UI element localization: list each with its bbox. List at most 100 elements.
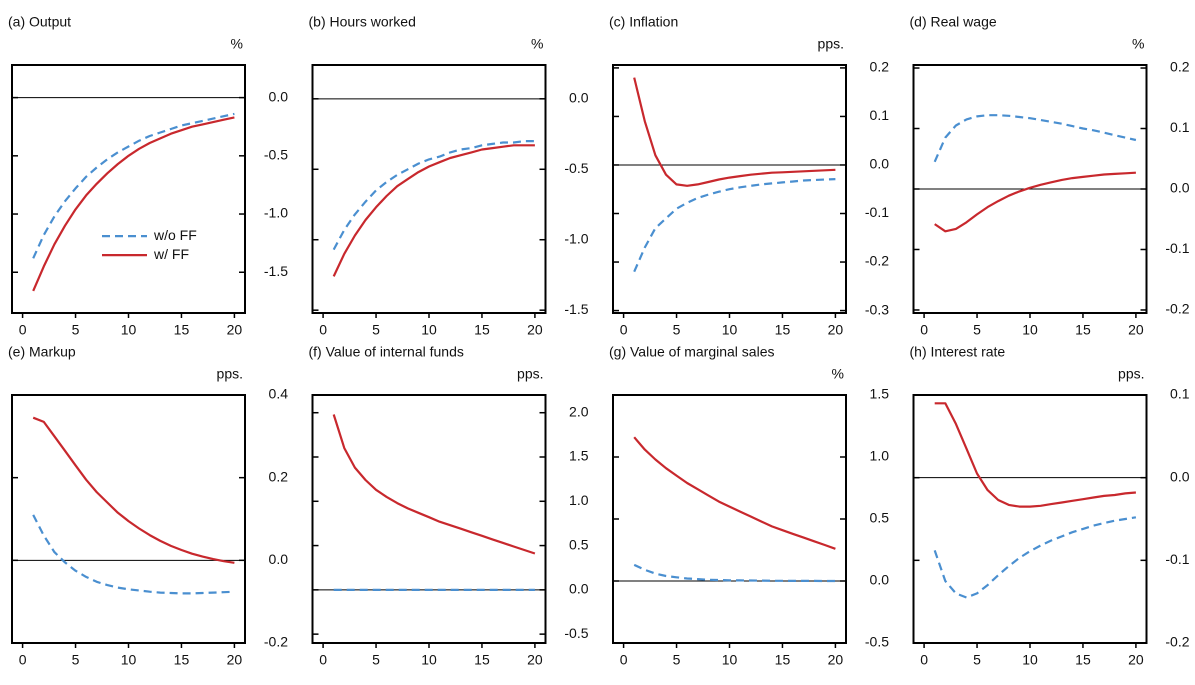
y-tick-label: -0.2: [264, 634, 288, 650]
y-tick-label: 0.1: [1170, 386, 1190, 402]
x-tick-label: 15: [775, 652, 791, 668]
y-tick-label: 0.2: [870, 59, 890, 75]
x-tick-label: 20: [227, 652, 243, 668]
x-tick-label: 5: [973, 322, 981, 338]
y-tick-label: 0.0: [1170, 468, 1190, 484]
series-line: [633, 563, 836, 583]
x-tick-label: 5: [372, 652, 380, 668]
y-tick-label: 0.2: [269, 468, 289, 484]
y-tick-label: -1.5: [564, 301, 588, 317]
x-tick-label: 5: [673, 322, 681, 338]
panel-title: (e) Markup: [8, 344, 76, 360]
x-tick-label: 20: [828, 652, 844, 668]
unit-label: %: [832, 366, 844, 382]
x-tick-label: 15: [1075, 322, 1091, 338]
x-tick-label: 0: [19, 652, 27, 668]
y-tick-label: 0.0: [269, 88, 289, 104]
x-tick-label: 0: [620, 322, 628, 338]
series-line: [32, 112, 235, 259]
plot-frame: [912, 394, 1148, 644]
y-tick-label: 0.1: [1170, 119, 1190, 135]
x-tick-label: 20: [828, 322, 844, 338]
x-tick-label: 5: [72, 322, 80, 338]
series-line: [332, 144, 535, 277]
y-tick-label: 0.0: [269, 551, 289, 567]
y-tick-label: 0.0: [569, 581, 589, 597]
plot-frame: [311, 394, 547, 644]
panel-title: (a) Output: [8, 14, 71, 30]
x-tick-label: 15: [474, 652, 490, 668]
plot-frame: [612, 64, 847, 314]
y-tick-label: -0.1: [1165, 551, 1189, 567]
y-tick-label: 1.0: [569, 492, 589, 508]
y-tick-label: 0.0: [1170, 180, 1190, 196]
y-tick-label: 2.0: [569, 403, 589, 419]
y-tick-label: 1.0: [870, 448, 890, 464]
y-tick-label: 1.5: [870, 386, 890, 402]
x-tick-label: 5: [673, 652, 681, 668]
x-tick-label: 10: [722, 322, 738, 338]
x-tick-label: 5: [973, 652, 981, 668]
x-tick-label: 10: [722, 652, 738, 668]
panel-title: (g) Value of marginal sales: [609, 344, 774, 360]
x-tick-label: 20: [1128, 652, 1144, 668]
x-tick-label: 15: [174, 652, 190, 668]
x-tick-label: 10: [121, 652, 137, 668]
series-line: [32, 416, 235, 564]
panel-title: (c) Inflation: [609, 14, 678, 30]
x-tick-label: 20: [1128, 322, 1144, 338]
x-tick-label: 10: [1022, 652, 1038, 668]
y-tick-label: -0.1: [1165, 240, 1189, 256]
panel-title: (f) Value of internal funds: [309, 344, 464, 360]
x-tick-label: 15: [775, 322, 791, 338]
y-tick-label: -1.0: [264, 205, 288, 221]
y-tick-label: 0.0: [870, 156, 890, 172]
panel-title: (b) Hours worked: [309, 14, 416, 30]
y-tick-label: -0.1: [865, 204, 889, 220]
plot-frame: [912, 64, 1148, 314]
y-tick-label: 1.5: [569, 448, 589, 464]
y-tick-label: -0.2: [865, 253, 889, 269]
x-tick-label: 15: [174, 322, 190, 338]
y-tick-label: -1.5: [264, 263, 288, 279]
y-tick-label: 0.0: [569, 90, 589, 106]
series-line: [633, 436, 836, 550]
x-tick-label: 0: [920, 652, 928, 668]
x-tick-label: 0: [319, 322, 327, 338]
unit-label: pps.: [217, 366, 243, 382]
x-tick-label: 0: [19, 322, 27, 338]
x-tick-label: 5: [372, 322, 380, 338]
plot-frame: [311, 64, 547, 314]
y-tick-label: 0.4: [269, 386, 289, 402]
y-tick-label: -0.2: [1165, 634, 1189, 650]
unit-label: %: [1132, 36, 1144, 52]
y-tick-label: 0.0: [870, 572, 890, 588]
series-line: [934, 171, 1136, 233]
y-tick-label: 0.1: [870, 107, 890, 123]
x-tick-label: 10: [421, 652, 437, 668]
series-line: [332, 414, 536, 555]
series-line: [933, 114, 1137, 163]
series-line: [32, 514, 235, 595]
x-tick-label: 10: [421, 322, 437, 338]
unit-label: pps.: [1118, 366, 1144, 382]
plot-frame: [612, 394, 847, 644]
series-line: [32, 116, 235, 292]
unit-label: pps.: [818, 36, 844, 52]
x-tick-label: 0: [620, 652, 628, 668]
y-tick-label: -0.5: [564, 160, 588, 176]
y-tick-label: -0.2: [1165, 301, 1189, 317]
unit-label: %: [531, 36, 543, 52]
legend-label: w/ FF: [153, 246, 189, 262]
x-tick-label: 5: [72, 652, 80, 668]
unit-label: pps.: [517, 366, 543, 382]
y-tick-label: 0.2: [1170, 59, 1190, 75]
y-tick-label: 0.5: [569, 536, 589, 552]
plot-frame: [11, 394, 246, 644]
y-tick-label: -0.5: [264, 147, 288, 163]
series-line: [332, 140, 535, 251]
y-tick-label: -1.0: [564, 230, 588, 246]
legend-label: w/o FF: [153, 227, 197, 243]
x-tick-label: 10: [121, 322, 137, 338]
